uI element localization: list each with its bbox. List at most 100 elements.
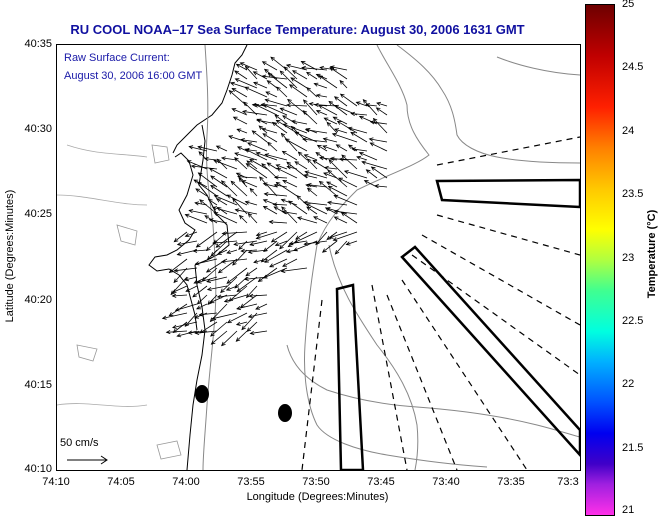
current-vector-head xyxy=(216,250,222,255)
current-vector xyxy=(198,146,218,152)
current-vector-head xyxy=(243,276,249,281)
bathymetry-contour-3 xyxy=(396,45,580,164)
current-vector-head xyxy=(335,144,341,149)
current-vector xyxy=(234,152,258,161)
current-vector-head xyxy=(247,142,252,147)
current-vector xyxy=(238,240,248,250)
current-vector xyxy=(295,231,308,240)
current-vector-head xyxy=(276,167,282,172)
current-vector-head xyxy=(347,126,353,131)
current-vector xyxy=(333,116,348,125)
current-vector xyxy=(292,70,308,80)
ytick-label: 40:25 xyxy=(24,208,52,220)
current-vector-head xyxy=(244,200,250,205)
current-vector-head xyxy=(362,99,368,104)
current-vector-head xyxy=(345,241,351,246)
current-vector-head xyxy=(287,98,292,104)
transect-polygons xyxy=(335,178,580,470)
current-vector-head xyxy=(355,101,361,106)
map-plot-area[interactable] xyxy=(56,44,581,471)
current-vector-head xyxy=(197,172,203,177)
current-vector-head xyxy=(187,330,193,335)
current-vector-head xyxy=(331,132,337,137)
current-vector-head xyxy=(234,157,239,162)
colorbar-tick: 23 xyxy=(622,252,635,264)
current-vector-head xyxy=(358,152,364,156)
current-vector-head xyxy=(246,160,252,165)
current-vector-head xyxy=(243,101,248,107)
current-vector-head xyxy=(326,200,332,205)
current-vector-head xyxy=(198,151,203,156)
map-title: RU COOL NOAA–17 Sea Surface Temperature:… xyxy=(70,22,525,37)
current-vector-head xyxy=(228,89,234,95)
current-vector-head xyxy=(327,185,333,190)
current-vector-head xyxy=(171,293,177,298)
current-vector-head xyxy=(234,208,240,213)
current-vector xyxy=(304,240,328,245)
current-vector xyxy=(322,240,338,253)
radial-dashed-lines xyxy=(301,136,580,470)
current-vector xyxy=(334,216,348,224)
current-vector-head xyxy=(303,241,309,246)
current-vector-head xyxy=(306,87,311,92)
current-vector xyxy=(237,128,248,134)
raw-current-label: Raw Surface Current: xyxy=(64,52,170,64)
current-vector xyxy=(262,133,278,143)
current-vector-head xyxy=(300,61,306,65)
ytick-label: 40:35 xyxy=(24,38,52,50)
current-vector-head xyxy=(252,71,258,76)
current-vector-head xyxy=(239,62,245,67)
current-vector xyxy=(249,159,268,170)
current-vector xyxy=(339,80,348,89)
xtick-label: 73:35 xyxy=(497,476,525,488)
current-vector-head xyxy=(275,119,281,124)
current-vector xyxy=(245,267,258,277)
current-vector xyxy=(332,133,358,143)
current-vector xyxy=(212,312,238,320)
current-vector-head xyxy=(361,160,367,165)
current-vector-head xyxy=(235,337,241,342)
current-vector-head xyxy=(347,144,353,149)
current-vector-head xyxy=(323,172,328,177)
current-vector-head xyxy=(265,91,271,96)
current-vector-head xyxy=(266,162,272,167)
current-vector xyxy=(197,294,208,305)
current-vector-head xyxy=(276,86,281,92)
current-vector-head xyxy=(305,203,311,208)
current-vector xyxy=(282,150,298,161)
current-vector-head xyxy=(255,235,261,240)
current-vector-head xyxy=(270,238,276,243)
current-vector-head xyxy=(312,159,318,164)
current-vector xyxy=(289,84,308,98)
current-vector xyxy=(207,285,228,290)
bathymetry-contour-1 xyxy=(202,45,217,470)
current-vector xyxy=(256,231,268,236)
current-vector xyxy=(361,161,388,170)
current-vector xyxy=(336,144,348,152)
current-vector-head xyxy=(279,244,284,250)
current-vector-head xyxy=(323,117,329,122)
scale-arrow xyxy=(67,455,108,465)
current-vector-head xyxy=(294,161,300,166)
current-vector-head xyxy=(185,287,191,292)
current-vector xyxy=(213,160,238,170)
current-vector xyxy=(370,142,388,152)
current-vector xyxy=(221,157,238,161)
current-vector-head xyxy=(207,198,213,204)
current-vector xyxy=(250,240,268,246)
current-vector-head xyxy=(263,68,269,74)
current-vector-head xyxy=(308,102,314,107)
current-vector-head xyxy=(245,293,251,299)
current-vector xyxy=(210,321,228,337)
current-vector-head xyxy=(232,198,237,203)
current-vector-head xyxy=(188,145,194,150)
current-vector-head xyxy=(209,299,215,304)
current-vector-head xyxy=(198,312,204,317)
current-vector xyxy=(373,118,388,134)
bathymetry-contour-6 xyxy=(286,344,580,438)
current-vector-head xyxy=(220,156,226,161)
current-vector xyxy=(174,231,188,243)
current-vector xyxy=(192,285,208,298)
current-vector-head xyxy=(280,198,286,203)
temperature-colorbar xyxy=(585,4,615,516)
